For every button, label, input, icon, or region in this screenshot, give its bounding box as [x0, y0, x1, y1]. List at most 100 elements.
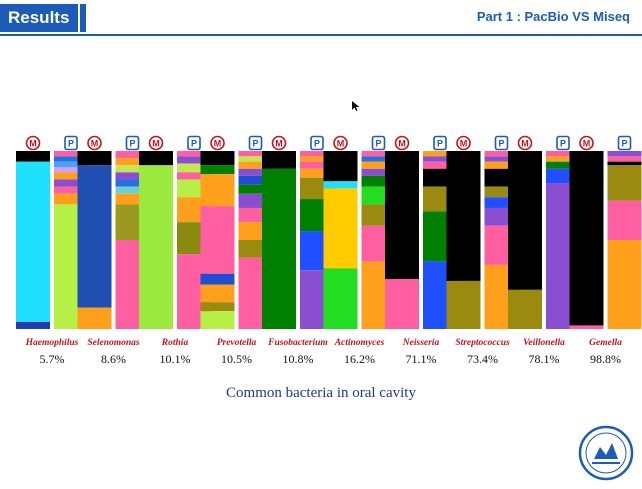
- bar-segment-m-0: [77, 151, 112, 166]
- bar-segment-p-3: [177, 172, 211, 180]
- bar-segment-m-1: [16, 161, 50, 322]
- bar-segment-p-2: [300, 161, 334, 169]
- bar-segment-m-1: [446, 280, 481, 329]
- bar-group-actinomyces: M P Actinomyces 16.2%: [323, 135, 396, 366]
- bar-segment-m-3: [323, 268, 358, 329]
- genus-label: Actinomyces: [334, 338, 385, 348]
- bar-segment-p-4: [607, 200, 642, 240]
- marker-letter: P: [129, 139, 135, 149]
- marker-letter: P: [560, 139, 566, 149]
- bar-segment-m-4: [200, 273, 235, 285]
- bar-segment-p-2: [177, 163, 211, 173]
- percent-label: 16.2%: [344, 352, 375, 366]
- miseq-marker-icon: [579, 135, 594, 151]
- percent-label: 73.4%: [467, 352, 498, 366]
- pacbio-marker-icon: [371, 135, 386, 151]
- bar-group-neisseria: M P Neisseria 71.1%: [385, 135, 457, 366]
- miseq-marker-icon: [394, 135, 410, 151]
- bar-segment-m-0: [262, 151, 296, 169]
- bar-segment-m-0: [385, 151, 419, 280]
- bar-segment-p-3: [300, 168, 334, 178]
- bar-segment-p-0: [484, 151, 519, 157]
- bar-segment-p-2: [546, 161, 580, 169]
- pacbio-marker-icon: [248, 135, 263, 151]
- miseq-marker-icon: [456, 135, 471, 151]
- bar-segment-p-5: [238, 184, 273, 194]
- pacbio-marker-icon: [310, 135, 324, 151]
- bar-segment-m-2: [200, 174, 235, 207]
- bar-group-fusobacterium: M P Fusobacterium 10.8%: [262, 135, 334, 366]
- bar-segment-p-2: [238, 161, 273, 169]
- bar-segment-m-2: [323, 188, 358, 269]
- bar-segment-p-1: [484, 156, 519, 162]
- bar-segment-m-1: [508, 289, 542, 329]
- bar-segment-p-0: [115, 151, 150, 159]
- percent-label: 98.8%: [590, 352, 621, 366]
- bar-segment-p-4: [115, 179, 150, 187]
- header-bar: [0, 0, 642, 34]
- bar-segment-p-2: [54, 161, 88, 168]
- bar-group-rothia: M P Rothia 10.1%: [139, 135, 211, 366]
- bar-segment-p-0: [238, 151, 273, 157]
- bar-segment-p-1: [115, 158, 150, 166]
- marker-letter: M: [583, 139, 591, 149]
- bar-segment-m-3: [200, 206, 235, 274]
- percent-label: 8.6%: [101, 352, 126, 366]
- bar-segment-m-2: [77, 307, 112, 329]
- header-rule: [0, 34, 642, 36]
- marker-letter: P: [498, 139, 504, 149]
- genus-label: Haemophilus: [25, 338, 79, 348]
- bar-segment-p-1: [54, 156, 88, 162]
- marker-letter: M: [91, 139, 99, 149]
- marker-letter: P: [314, 139, 320, 149]
- bar-segment-p-5: [607, 240, 642, 329]
- bar-segment-m-1: [323, 181, 358, 189]
- miseq-marker-icon: [333, 135, 348, 151]
- percent-label: 10.5%: [221, 352, 252, 366]
- bar-segment-p-0: [300, 151, 334, 157]
- genus-label: Prevotella: [217, 338, 257, 348]
- bar-segment-p-1: [607, 156, 642, 162]
- bar-segment-p-4: [54, 172, 88, 180]
- pacbio-marker-icon: [494, 135, 509, 151]
- chart-caption: Common bacteria in oral cavity: [226, 385, 416, 401]
- miseq-marker-icon: [25, 135, 41, 151]
- results-accent: [80, 4, 86, 32]
- marker-letter: M: [460, 139, 468, 149]
- bar-segment-p-1: [546, 156, 580, 162]
- bar-segment-p-2: [484, 161, 519, 169]
- genus-label: Rothia: [161, 338, 189, 348]
- marker-letter: M: [337, 139, 345, 149]
- bar-segment-p-1: [177, 156, 211, 164]
- bar-segment-p-4: [361, 175, 396, 187]
- bar-segment-p-5: [484, 197, 519, 208]
- bar-segment-m-0: [139, 151, 173, 166]
- percent-label: 10.1%: [160, 352, 191, 366]
- miseq-marker-icon: [87, 135, 102, 151]
- bar-segment-p-4: [484, 186, 519, 198]
- bar-segment-p-2: [607, 161, 642, 166]
- marker-letter: P: [252, 139, 258, 149]
- bar-segment-m-1: [569, 325, 604, 329]
- bar-segment-m-1: [77, 165, 112, 308]
- miseq-marker-icon: [210, 135, 225, 151]
- bar-segment-p-1: [238, 156, 273, 162]
- marker-letter: M: [398, 139, 406, 149]
- bar-segment-m-0: [446, 151, 481, 281]
- bar-segment-p-0: [177, 151, 211, 157]
- percent-label: 10.8%: [283, 352, 314, 366]
- marker-letter: M: [214, 139, 222, 149]
- genus-label: Fusobacterium: [267, 338, 328, 348]
- marker-letter: M: [152, 139, 160, 149]
- marker-letter: M: [275, 139, 283, 149]
- bar-group-prevotella: M P Prevotella 10.5%: [200, 135, 273, 366]
- bar-segment-p-0: [361, 151, 396, 157]
- genus-label: Selenomonas: [87, 338, 140, 348]
- marker-letter: P: [191, 139, 197, 149]
- bar-segment-p-2: [115, 165, 150, 173]
- bar-segment-p-0: [54, 151, 88, 157]
- miseq-marker-icon: [517, 135, 533, 151]
- bar-segment-m-1: [200, 165, 235, 175]
- genus-label: Neisseria: [402, 338, 440, 348]
